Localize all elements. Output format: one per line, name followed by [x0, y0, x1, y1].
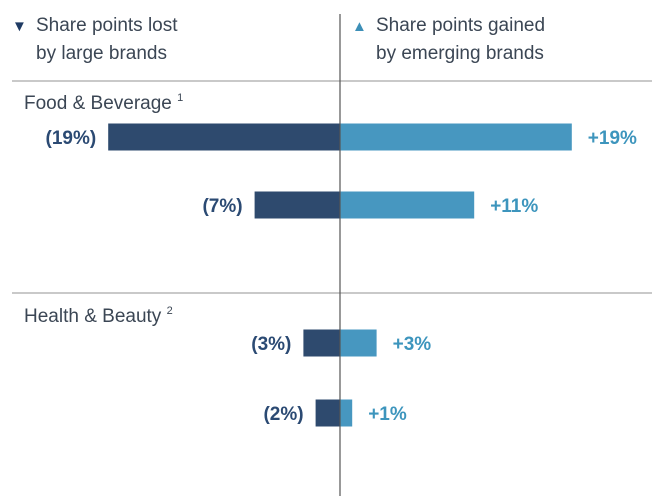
legend-lost: ▼ Share points lost by large brands	[12, 12, 322, 67]
group-title: Health & Beauty 2	[24, 305, 173, 327]
label-lost: (7%)	[202, 196, 242, 217]
legend-lost-line2: by large brands	[36, 43, 167, 64]
label-lost: (19%)	[46, 128, 97, 149]
label-lost: (3%)	[251, 334, 291, 355]
label-gained: +3%	[393, 334, 432, 355]
triangle-down-icon: ▼	[12, 18, 27, 35]
label-gained: +19%	[588, 128, 637, 149]
group-title-text: Food & Beverage	[24, 93, 177, 114]
bar-lost	[315, 399, 340, 427]
bar-lost	[303, 329, 340, 357]
label-gained: +11%	[490, 196, 538, 217]
legend-gained-line1: Share points gained	[376, 15, 546, 36]
bar-lost	[254, 191, 340, 219]
legend-gained: ▲ Share points gained by emerging brands	[352, 12, 652, 67]
bar-gained	[340, 399, 353, 427]
group-footnote: 1	[177, 92, 183, 104]
group-footnote: 2	[167, 305, 173, 317]
legend-gained-line2: by emerging brands	[376, 43, 544, 64]
bar-lost	[108, 123, 340, 151]
label-lost: (2%)	[263, 404, 303, 425]
group-title: Food & Beverage 1	[24, 92, 183, 114]
label-gained: +1%	[368, 404, 407, 425]
bar-gained	[340, 329, 377, 357]
bar-gained	[340, 123, 572, 151]
bar-gained	[340, 191, 475, 219]
group-title-text: Health & Beauty	[24, 306, 167, 327]
triangle-up-icon: ▲	[352, 18, 367, 35]
legend-lost-line1: Share points lost	[36, 15, 178, 36]
